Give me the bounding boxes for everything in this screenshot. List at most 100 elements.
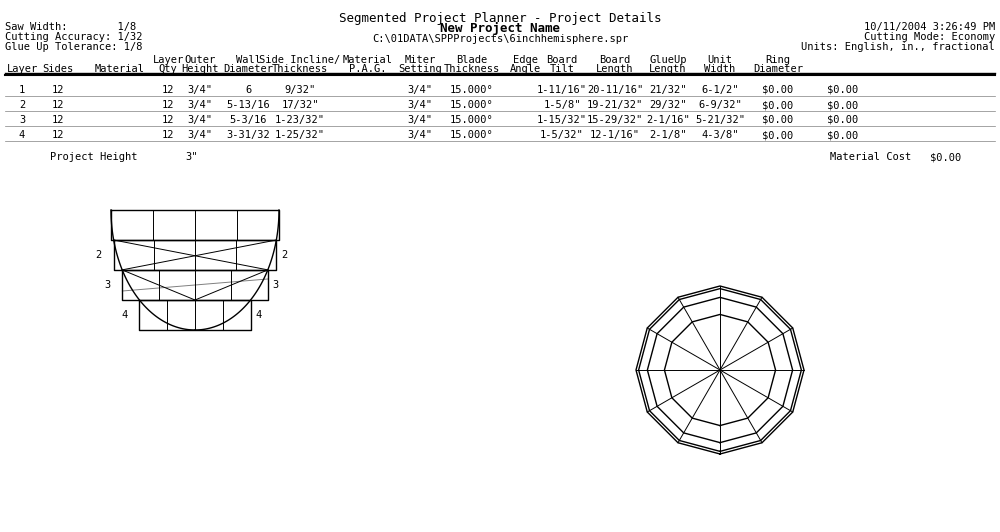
Text: 12: 12: [162, 130, 174, 140]
Text: $0.00: $0.00: [930, 152, 961, 162]
Text: 1-5/8": 1-5/8": [543, 100, 581, 110]
Text: $0.00: $0.00: [827, 130, 859, 140]
Text: $0.00: $0.00: [762, 85, 794, 95]
Text: New Project Name: New Project Name: [440, 22, 560, 35]
Text: Sides: Sides: [42, 64, 74, 74]
Text: Project Height: Project Height: [50, 152, 138, 162]
Text: 12: 12: [52, 115, 64, 125]
Text: Material: Material: [95, 64, 145, 74]
Text: Thickness: Thickness: [272, 64, 328, 74]
Text: 1-5/32": 1-5/32": [540, 130, 584, 140]
Text: 1-11/16": 1-11/16": [537, 85, 587, 95]
Text: Cutting Accuracy: 1/32: Cutting Accuracy: 1/32: [5, 32, 143, 42]
Text: 3: 3: [104, 280, 110, 290]
Text: 12: 12: [162, 100, 174, 110]
Text: 15.000°: 15.000°: [450, 115, 494, 125]
Text: 6-9/32": 6-9/32": [698, 100, 742, 110]
Text: $0.00: $0.00: [762, 100, 794, 110]
Text: 3": 3": [185, 152, 198, 162]
Text: Layer: Layer: [6, 64, 38, 74]
Text: 1-25/32": 1-25/32": [275, 130, 325, 140]
Text: 2: 2: [19, 100, 25, 110]
Text: Board: Board: [546, 55, 578, 65]
Text: Width: Width: [704, 64, 736, 74]
Text: Segmented Project Planner - Project Details: Segmented Project Planner - Project Deta…: [339, 12, 661, 25]
Text: 3/4": 3/4": [188, 130, 212, 140]
Text: $0.00: $0.00: [762, 115, 794, 125]
Text: Blade: Blade: [456, 55, 488, 65]
Text: 3/4": 3/4": [408, 85, 432, 95]
Text: Ring: Ring: [766, 55, 790, 65]
Text: Thickness: Thickness: [444, 64, 500, 74]
Text: 3/4": 3/4": [188, 115, 212, 125]
Text: 12: 12: [52, 85, 64, 95]
Text: 2-1/8": 2-1/8": [649, 130, 687, 140]
Text: Saw Width:        1/8: Saw Width: 1/8: [5, 22, 136, 32]
Text: Miter: Miter: [404, 55, 436, 65]
Text: 5-3/16: 5-3/16: [229, 115, 267, 125]
Text: 4: 4: [19, 130, 25, 140]
Text: 12-1/16": 12-1/16": [590, 130, 640, 140]
Text: 1-15/32": 1-15/32": [537, 115, 587, 125]
Text: C:\01DATA\SPPProjects\6inchhemisphere.spr: C:\01DATA\SPPProjects\6inchhemisphere.sp…: [372, 34, 628, 44]
Text: 20-11/16": 20-11/16": [587, 85, 643, 95]
Text: Units: English, in., fractional: Units: English, in., fractional: [801, 42, 995, 52]
Text: 15.000°: 15.000°: [450, 130, 494, 140]
Text: 6: 6: [245, 85, 251, 95]
Text: 4: 4: [121, 310, 127, 320]
Text: GlueUp: GlueUp: [649, 55, 687, 65]
Text: Qty: Qty: [159, 64, 177, 74]
Text: Setting: Setting: [398, 64, 442, 74]
Text: 4-3/8": 4-3/8": [701, 130, 739, 140]
Text: Side Incline/: Side Incline/: [259, 55, 341, 65]
Text: Angle: Angle: [509, 64, 541, 74]
Text: Wall: Wall: [236, 55, 260, 65]
Text: 5-13/16: 5-13/16: [226, 100, 270, 110]
Text: Unit: Unit: [708, 55, 732, 65]
Text: 3: 3: [273, 280, 279, 290]
Text: 3/4": 3/4": [408, 130, 432, 140]
Text: 29/32": 29/32": [649, 100, 687, 110]
Text: 3/4": 3/4": [408, 115, 432, 125]
Text: Length: Length: [596, 64, 634, 74]
Text: Material Cost: Material Cost: [830, 152, 911, 162]
Text: Length: Length: [649, 64, 687, 74]
Text: 15.000°: 15.000°: [450, 100, 494, 110]
Text: 3/4": 3/4": [188, 100, 212, 110]
Text: 2: 2: [281, 250, 288, 260]
Text: 1: 1: [19, 85, 25, 95]
Text: Layer: Layer: [152, 55, 184, 65]
Text: 21/32": 21/32": [649, 85, 687, 95]
Text: Tilt: Tilt: [550, 64, 574, 74]
Text: 12: 12: [162, 85, 174, 95]
Text: 4: 4: [256, 310, 262, 320]
Text: Outer: Outer: [184, 55, 216, 65]
Text: 12: 12: [52, 100, 64, 110]
Text: $0.00: $0.00: [827, 100, 859, 110]
Text: $0.00: $0.00: [827, 115, 859, 125]
Text: $0.00: $0.00: [762, 130, 794, 140]
Text: 19-21/32": 19-21/32": [587, 100, 643, 110]
Text: P.A.G.: P.A.G.: [349, 64, 387, 74]
Text: 2-1/16": 2-1/16": [646, 115, 690, 125]
Text: 1-23/32": 1-23/32": [275, 115, 325, 125]
Text: Cutting Mode: Economy: Cutting Mode: Economy: [864, 32, 995, 42]
Text: 15.000°: 15.000°: [450, 85, 494, 95]
Text: Diameter: Diameter: [223, 64, 273, 74]
Text: Height: Height: [181, 64, 219, 74]
Text: 3-31/32: 3-31/32: [226, 130, 270, 140]
Text: 6-1/2": 6-1/2": [701, 85, 739, 95]
Text: 5-21/32": 5-21/32": [695, 115, 745, 125]
Text: Diameter: Diameter: [753, 64, 803, 74]
Text: 3: 3: [19, 115, 25, 125]
Text: 9/32": 9/32": [284, 85, 316, 95]
Text: Material: Material: [343, 55, 393, 65]
Text: $0.00: $0.00: [827, 85, 859, 95]
Text: 3/4": 3/4": [188, 85, 212, 95]
Text: Edge: Edge: [512, 55, 538, 65]
Text: 12: 12: [162, 115, 174, 125]
Text: 12: 12: [52, 130, 64, 140]
Text: 15-29/32": 15-29/32": [587, 115, 643, 125]
Text: 3/4": 3/4": [408, 100, 432, 110]
Text: Glue Up Tolerance: 1/8: Glue Up Tolerance: 1/8: [5, 42, 143, 52]
